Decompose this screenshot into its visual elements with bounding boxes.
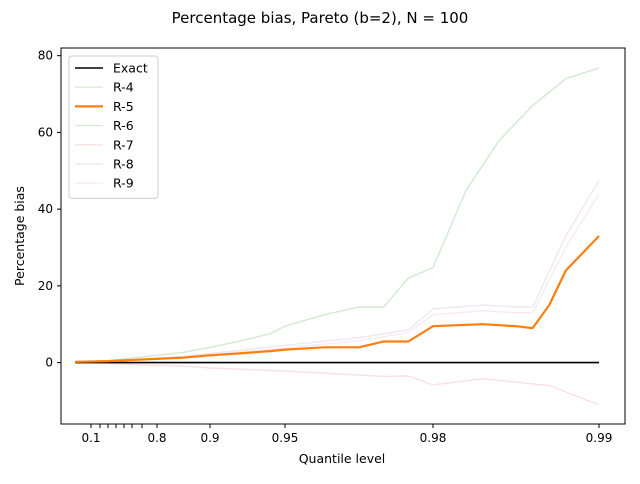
legend-label-exact: Exact <box>113 61 148 76</box>
axes-layer: 0 20 40 60 80 0.1 0.8 0.9 0.95 0.98 0.99 <box>38 47 626 445</box>
legend-label-r-8: R-8 <box>113 157 134 172</box>
legend-label-r-7: R-7 <box>113 137 134 152</box>
y-axis-label: Percentage bias <box>12 186 27 286</box>
y-tick-label: 20 <box>38 279 53 293</box>
series-line-r-9 <box>74 193 600 363</box>
series-line-r-5 <box>74 235 600 363</box>
x-tick-label: 0.1 <box>81 431 100 445</box>
series-layer <box>74 67 600 406</box>
legend-label-r-4: R-4 <box>113 80 134 95</box>
legend: Exact R-4 R-5 R-6 R-7 R-8 R-9 <box>68 55 159 199</box>
x-axis-label: Quantile level <box>299 451 386 466</box>
series-line-r-6 <box>74 67 600 363</box>
plot-frame <box>60 47 626 425</box>
x-tick-label: 0.8 <box>147 431 166 445</box>
y-tick-label: 80 <box>38 49 53 63</box>
x-tick-label: 0.99 <box>586 431 613 445</box>
legend-label-r-6: R-6 <box>113 118 134 133</box>
series-line-r-7 <box>74 361 600 406</box>
x-tick-label: 0.9 <box>200 431 219 445</box>
legend-label-r-5: R-5 <box>113 99 134 114</box>
series-line-r-8 <box>74 180 600 363</box>
y-tick-label: 60 <box>38 125 53 139</box>
x-tick-label: 0.95 <box>272 431 299 445</box>
legend-box <box>68 55 159 199</box>
y-tick-label: 40 <box>38 202 53 216</box>
x-tick-label: 0.98 <box>420 431 447 445</box>
legend-label-r-9: R-9 <box>113 176 134 191</box>
y-tick-label: 0 <box>45 356 53 370</box>
chart-title: Percentage bias, Pareto (b=2), N = 100 <box>172 9 469 27</box>
